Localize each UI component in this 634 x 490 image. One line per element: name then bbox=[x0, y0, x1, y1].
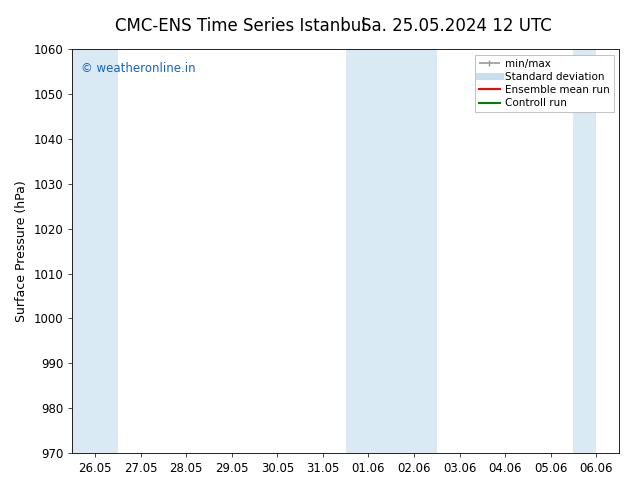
Text: © weatheronline.in: © weatheronline.in bbox=[81, 62, 195, 74]
Text: Sa. 25.05.2024 12 UTC: Sa. 25.05.2024 12 UTC bbox=[361, 17, 552, 35]
Bar bbox=[573, 49, 596, 453]
Y-axis label: Surface Pressure (hPa): Surface Pressure (hPa) bbox=[15, 180, 28, 322]
Bar bbox=[346, 49, 437, 453]
Legend: min/max, Standard deviation, Ensemble mean run, Controll run: min/max, Standard deviation, Ensemble me… bbox=[475, 54, 614, 112]
Text: CMC-ENS Time Series Istanbul: CMC-ENS Time Series Istanbul bbox=[115, 17, 366, 35]
Bar bbox=[72, 49, 118, 453]
